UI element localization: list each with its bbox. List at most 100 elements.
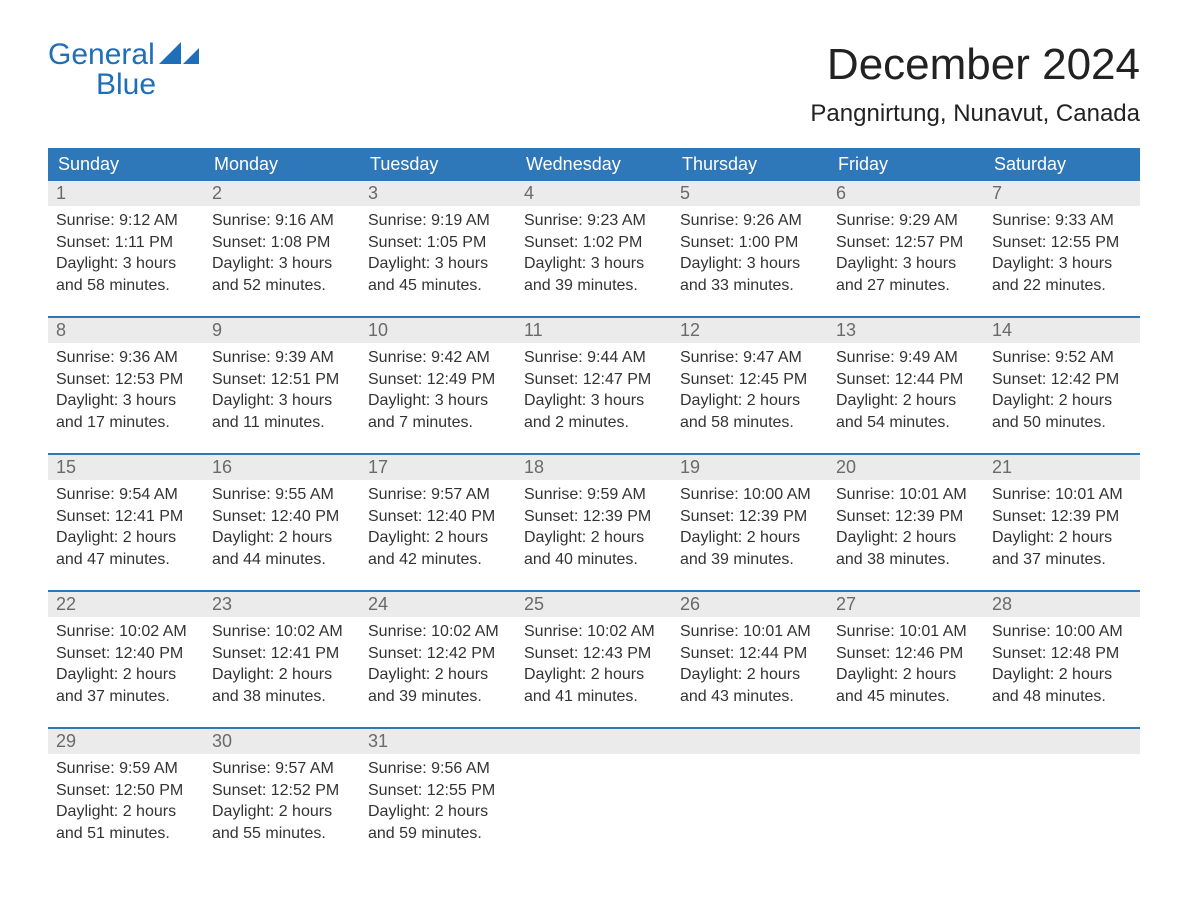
week-row: 15161718192021Sunrise: 9:54 AMSunset: 12… — [48, 453, 1140, 576]
day-detail-line: and 55 minutes. — [212, 823, 352, 845]
day-number: 29 — [48, 729, 204, 754]
day-detail-line: and 41 minutes. — [524, 686, 664, 708]
day-number: 20 — [828, 455, 984, 480]
day-number: 18 — [516, 455, 672, 480]
weekday-monday: Monday — [204, 148, 360, 181]
brand-logo: General Blue — [48, 40, 199, 100]
day-number: 23 — [204, 592, 360, 617]
day-cell: Sunrise: 9:44 AMSunset: 12:47 PMDaylight… — [516, 343, 672, 439]
day-cell: Sunrise: 9:16 AMSunset: 1:08 PMDaylight:… — [204, 206, 360, 302]
day-detail-line: and 39 minutes. — [524, 275, 664, 297]
day-detail-line: Daylight: 2 hours — [56, 664, 196, 686]
day-detail-line: Sunrise: 10:01 AM — [836, 621, 976, 643]
day-detail-line: Daylight: 2 hours — [368, 527, 508, 549]
weekday-thursday: Thursday — [672, 148, 828, 181]
day-number: 31 — [360, 729, 516, 754]
day-detail-line: Sunset: 12:46 PM — [836, 643, 976, 665]
day-detail-line: and 45 minutes. — [836, 686, 976, 708]
brand-text-2: Blue — [48, 70, 199, 100]
day-cell: Sunrise: 10:00 AMSunset: 12:48 PMDayligh… — [984, 617, 1140, 713]
day-detail-line: Daylight: 3 hours — [56, 253, 196, 275]
day-detail-line: Daylight: 3 hours — [368, 390, 508, 412]
day-number: 3 — [360, 181, 516, 206]
day-detail-line: and 33 minutes. — [680, 275, 820, 297]
day-detail-line: Sunrise: 9:54 AM — [56, 484, 196, 506]
weekday-tuesday: Tuesday — [360, 148, 516, 181]
day-detail-line: Sunset: 12:57 PM — [836, 232, 976, 254]
day-detail-line: Sunrise: 9:39 AM — [212, 347, 352, 369]
day-detail-line: and 11 minutes. — [212, 412, 352, 434]
day-detail-line: and 27 minutes. — [836, 275, 976, 297]
day-number — [516, 729, 672, 754]
day-detail-line: and 54 minutes. — [836, 412, 976, 434]
day-number: 24 — [360, 592, 516, 617]
day-detail-line: Daylight: 2 hours — [56, 801, 196, 823]
day-number: 4 — [516, 181, 672, 206]
day-detail-line: Daylight: 2 hours — [56, 527, 196, 549]
day-detail-line: Sunrise: 10:02 AM — [368, 621, 508, 643]
day-detail-line: Daylight: 2 hours — [212, 801, 352, 823]
day-detail-line: Sunset: 12:44 PM — [680, 643, 820, 665]
day-cell: Sunrise: 10:02 AMSunset: 12:43 PMDayligh… — [516, 617, 672, 713]
day-cell: Sunrise: 9:47 AMSunset: 12:45 PMDaylight… — [672, 343, 828, 439]
day-detail-line: Daylight: 2 hours — [680, 390, 820, 412]
day-detail-line: Sunset: 12:44 PM — [836, 369, 976, 391]
day-detail-line: Daylight: 2 hours — [680, 527, 820, 549]
day-cell: Sunrise: 9:39 AMSunset: 12:51 PMDaylight… — [204, 343, 360, 439]
day-detail-line: Sunset: 12:42 PM — [368, 643, 508, 665]
day-detail-line: Sunset: 12:41 PM — [56, 506, 196, 528]
day-cell: Sunrise: 9:57 AMSunset: 12:52 PMDaylight… — [204, 754, 360, 850]
day-detail-line: Sunrise: 9:19 AM — [368, 210, 508, 232]
day-cell: Sunrise: 9:49 AMSunset: 12:44 PMDaylight… — [828, 343, 984, 439]
day-detail-line: and 38 minutes. — [212, 686, 352, 708]
day-detail-line: Sunrise: 9:36 AM — [56, 347, 196, 369]
day-number: 26 — [672, 592, 828, 617]
day-number: 10 — [360, 318, 516, 343]
day-detail-line: Sunset: 12:40 PM — [368, 506, 508, 528]
day-detail-line: Sunrise: 9:47 AM — [680, 347, 820, 369]
day-detail-line: Sunset: 12:50 PM — [56, 780, 196, 802]
day-detail-line: Sunrise: 9:26 AM — [680, 210, 820, 232]
day-detail-line: Sunset: 1:05 PM — [368, 232, 508, 254]
day-cell: Sunrise: 9:57 AMSunset: 12:40 PMDaylight… — [360, 480, 516, 576]
weekday-header: SundayMondayTuesdayWednesdayThursdayFrid… — [48, 148, 1140, 181]
day-detail-line: Sunset: 12:48 PM — [992, 643, 1132, 665]
day-number-row: 1234567 — [48, 181, 1140, 206]
day-detail-line: Sunrise: 10:02 AM — [56, 621, 196, 643]
day-number: 12 — [672, 318, 828, 343]
day-number-row: 15161718192021 — [48, 455, 1140, 480]
day-cell: Sunrise: 9:29 AMSunset: 12:57 PMDaylight… — [828, 206, 984, 302]
day-number — [828, 729, 984, 754]
day-number: 5 — [672, 181, 828, 206]
day-detail-line: Daylight: 2 hours — [212, 527, 352, 549]
day-cell: Sunrise: 9:12 AMSunset: 1:11 PMDaylight:… — [48, 206, 204, 302]
day-number: 1 — [48, 181, 204, 206]
week-row: 1234567Sunrise: 9:12 AMSunset: 1:11 PMDa… — [48, 181, 1140, 302]
day-detail-line: Sunset: 12:40 PM — [56, 643, 196, 665]
day-detail-line: Daylight: 2 hours — [992, 390, 1132, 412]
day-detail-line: and 42 minutes. — [368, 549, 508, 571]
day-detail-line: Daylight: 2 hours — [992, 527, 1132, 549]
day-detail-line: Sunrise: 9:52 AM — [992, 347, 1132, 369]
day-number: 19 — [672, 455, 828, 480]
day-detail-line: Daylight: 3 hours — [680, 253, 820, 275]
day-detail-line: Daylight: 2 hours — [524, 527, 664, 549]
day-detail-line: and 2 minutes. — [524, 412, 664, 434]
day-cell: Sunrise: 9:19 AMSunset: 1:05 PMDaylight:… — [360, 206, 516, 302]
day-detail-line: Sunrise: 9:23 AM — [524, 210, 664, 232]
month-title: December 2024 — [810, 40, 1140, 90]
day-detail-line: Sunrise: 9:12 AM — [56, 210, 196, 232]
weekday-friday: Friday — [828, 148, 984, 181]
day-detail-line: Sunset: 12:51 PM — [212, 369, 352, 391]
day-detail-line: Daylight: 2 hours — [212, 664, 352, 686]
week-row: 293031Sunrise: 9:59 AMSunset: 12:50 PMDa… — [48, 727, 1140, 850]
day-number: 30 — [204, 729, 360, 754]
day-detail-line: Daylight: 3 hours — [992, 253, 1132, 275]
day-number: 28 — [984, 592, 1140, 617]
day-detail-line: Daylight: 3 hours — [524, 390, 664, 412]
day-detail-line: Sunset: 12:53 PM — [56, 369, 196, 391]
day-detail-line: and 52 minutes. — [212, 275, 352, 297]
day-detail-line: Sunrise: 10:00 AM — [992, 621, 1132, 643]
day-detail-line: Sunset: 1:02 PM — [524, 232, 664, 254]
day-detail-line: Daylight: 2 hours — [836, 527, 976, 549]
